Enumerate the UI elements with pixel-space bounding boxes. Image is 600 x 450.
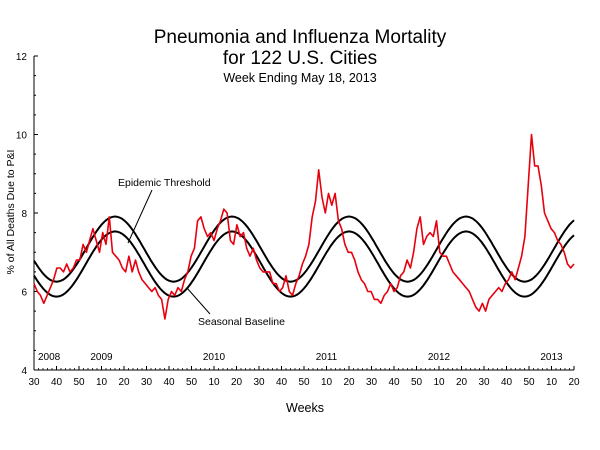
chart-subtitle: Week Ending May 18, 2013 <box>223 71 376 85</box>
x-tick-label: 10 <box>433 377 445 388</box>
x-tick-label: 40 <box>276 377 288 388</box>
x-tick-label: 30 <box>478 377 490 388</box>
year-label: 2010 <box>203 352 226 363</box>
x-tick-label: 50 <box>411 377 423 388</box>
x-tick-label: 20 <box>568 377 580 388</box>
x-tick-label: 20 <box>118 377 130 388</box>
x-tick-label: 50 <box>298 377 310 388</box>
year-label: 2011 <box>316 352 338 363</box>
x-tick-label: 20 <box>456 377 468 388</box>
y-axis-label: % of All Deaths Due to P&I <box>5 150 17 275</box>
epidemic-threshold-pointer <box>127 189 153 244</box>
x-tick-label: 20 <box>231 377 243 388</box>
year-label: 2013 <box>540 352 563 363</box>
x-tick-label: 50 <box>523 377 535 388</box>
x-tick-label: 30 <box>28 377 40 388</box>
x-tick-label: 30 <box>366 377 378 388</box>
y-tick-label: 12 <box>16 52 28 63</box>
x-tick-label: 40 <box>388 377 400 388</box>
year-label: 2012 <box>428 352 451 363</box>
seasonal-baseline-label: Seasonal Baseline <box>198 316 285 328</box>
x-tick-label: 40 <box>51 377 63 388</box>
year-label: 2008 <box>38 352 61 363</box>
year-labels: 2008 2009 2010 2011 2012 2013 <box>38 352 563 363</box>
seasonal-baseline-curve <box>33 230 575 298</box>
y-ticks: 4 6 8 10 12 <box>16 52 38 377</box>
chart-title-line1: Pneumonia and Influenza Mortality <box>154 27 447 48</box>
x-tick-label: 40 <box>501 377 513 388</box>
year-label: 2009 <box>90 352 113 363</box>
x-tick-label: 40 <box>163 377 175 388</box>
x-axis-label: Weeks <box>286 401 324 415</box>
observed-series-line <box>33 133 575 320</box>
y-tick-label: 8 <box>21 209 27 220</box>
x-tick-label: 50 <box>186 377 198 388</box>
x-tick-label: 50 <box>73 377 85 388</box>
title-block: Pneumonia and Influenza Mortality for 12… <box>154 27 447 85</box>
axes <box>33 56 574 371</box>
annotations: Epidemic Threshold Seasonal Baseline <box>118 177 285 328</box>
y-tick-label: 4 <box>21 366 27 377</box>
x-tick-label: 30 <box>141 377 153 388</box>
x-tick-label: 10 <box>208 377 220 388</box>
epidemic-threshold-curve <box>33 215 575 283</box>
epidemic-threshold-label: Epidemic Threshold <box>118 177 211 189</box>
chart-title-line2: for 122 U.S. Cities <box>223 48 377 69</box>
y-tick-label: 10 <box>16 131 28 142</box>
x-tick-label: 10 <box>96 377 108 388</box>
plot-area <box>33 133 575 320</box>
x-tick-label: 10 <box>546 377 558 388</box>
seasonal-baseline-pointer <box>186 287 211 315</box>
x-ticks: 30 40 50 10 20 30 40 50 10 20 30 40 50 10 20 30 40 50 10 20… <box>28 366 580 388</box>
x-tick-label: 20 <box>343 377 355 388</box>
x-tick-label: 30 <box>253 377 265 388</box>
y-tick-label: 6 <box>21 288 27 299</box>
x-tick-label: 10 <box>321 377 333 388</box>
